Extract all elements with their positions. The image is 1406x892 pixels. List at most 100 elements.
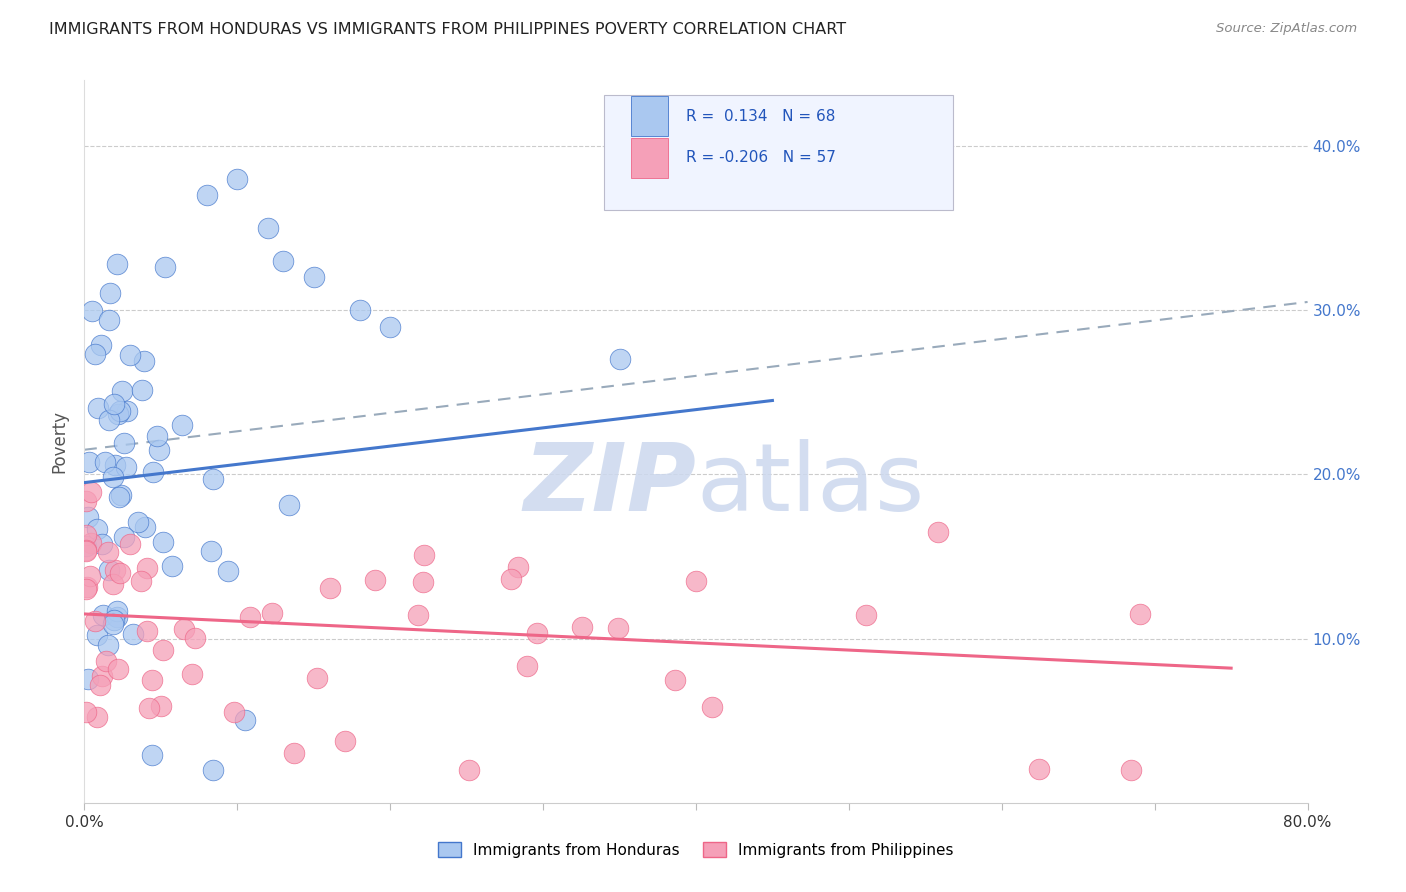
Point [89,678,111,692]
Point [110,384,132,398]
Point [80,303,103,318]
Point [93,455,115,469]
Point [84,614,107,628]
Point [136,561,159,575]
Point [233,713,256,727]
Point [103,613,125,627]
Point [80,535,103,549]
Point [173,622,195,636]
Point [115,404,138,418]
Point [77,455,100,469]
Point [1121,763,1143,777]
Point [1129,607,1152,621]
Point [413,549,436,563]
Point [516,658,538,673]
Legend: Immigrants from Honduras, Immigrants from Philippines: Immigrants from Honduras, Immigrants fro… [432,836,960,863]
Point [132,354,155,368]
Point [526,625,548,640]
Point [609,352,631,367]
Point [319,581,342,595]
Point [98,413,121,427]
Point [108,490,131,504]
Point [105,610,128,624]
Point [152,643,174,657]
Point [75,494,97,508]
Point [104,563,127,577]
Point [110,488,132,502]
Point [283,746,305,760]
Point [87,401,110,416]
Point [155,260,177,274]
Point [412,575,434,590]
Point [685,574,707,589]
Point [138,701,160,715]
Point [86,628,108,642]
Point [118,537,141,551]
Point [134,519,156,533]
Point [90,537,112,551]
Point [499,572,522,586]
Point [1028,762,1050,776]
Point [90,669,112,683]
Point [145,429,167,443]
Point [122,627,145,641]
Point [664,673,686,688]
Point [571,620,593,634]
Point [148,443,170,458]
Point [349,303,371,318]
Point [75,528,97,542]
Point [855,608,877,623]
Point [141,673,163,687]
Point [98,313,121,327]
Point [75,544,97,558]
Point [110,404,132,418]
Text: atlas: atlas [696,439,924,531]
Point [112,435,135,450]
Point [307,671,329,685]
Point [217,564,239,578]
Point [107,407,129,421]
Point [86,710,108,724]
Text: IMMIGRANTS FROM HONDURAS VS IMMIGRANTS FROM PHILIPPINES POVERTY CORRELATION CHAR: IMMIGRANTS FROM HONDURAS VS IMMIGRANTS F… [49,22,846,37]
Point [84,346,107,360]
Point [200,544,222,558]
Point [607,621,630,635]
Point [277,499,299,513]
Point [226,171,249,186]
Point [90,338,112,352]
Point [79,485,101,500]
Point [101,617,124,632]
Point [98,285,121,300]
Point [183,631,205,645]
Point [77,672,100,686]
Point [75,582,97,596]
Point [152,535,174,549]
FancyBboxPatch shape [605,95,953,211]
Point [91,608,114,623]
FancyBboxPatch shape [631,96,668,136]
Point [86,522,108,536]
Point [118,348,141,362]
Point [271,253,294,268]
Point [129,574,152,588]
Point [101,577,124,591]
Point [260,606,283,620]
Y-axis label: Poverty: Poverty [51,410,69,473]
Text: R =  0.134   N = 68: R = 0.134 N = 68 [686,109,835,124]
Point [104,458,127,472]
Point [257,221,280,235]
Point [380,319,402,334]
Point [105,257,128,271]
Point [142,465,165,479]
Text: Source: ZipAtlas.com: Source: ZipAtlas.com [1216,22,1357,36]
Point [79,569,101,583]
Point [700,699,723,714]
Point [94,654,117,668]
Point [141,748,163,763]
Point [112,530,135,544]
Point [75,706,97,720]
Point [170,417,193,432]
Point [110,566,132,580]
Point [457,763,479,777]
Point [131,383,153,397]
